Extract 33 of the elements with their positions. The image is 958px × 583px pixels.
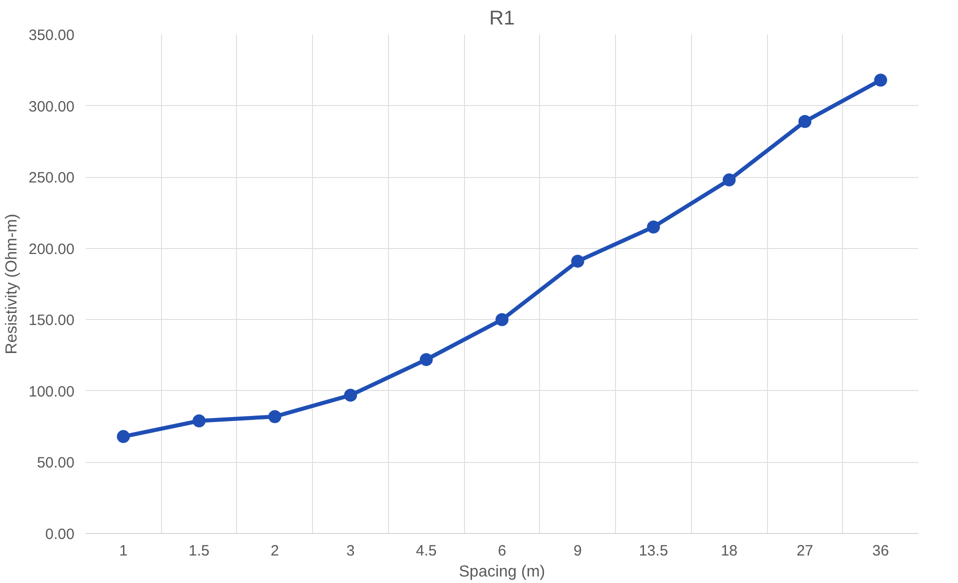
x-tick-label: 1.5 — [188, 542, 210, 560]
point — [571, 254, 584, 268]
x-tick-label: 4.5 — [416, 542, 437, 560]
point — [192, 414, 206, 428]
x-tick-label: 27 — [796, 542, 814, 560]
point — [496, 313, 508, 326]
y-tick-label: 300.00 — [28, 98, 75, 116]
point — [420, 353, 433, 366]
y-tick-label: 350.00 — [28, 27, 75, 44]
x-tick-label: 3 — [346, 542, 355, 560]
x-axis-title: Spacing (m) — [458, 564, 546, 580]
x-tick-label: 2 — [270, 542, 279, 560]
x-tick-label: 1 — [119, 542, 128, 560]
y-tick-label: 200.00 — [28, 240, 75, 258]
x-tick-label: 6 — [498, 542, 506, 560]
chart-title: R1 — [489, 8, 515, 30]
x-tick-label: 18 — [720, 542, 738, 560]
point — [344, 388, 358, 402]
y-tick-label: 50.00 — [36, 454, 75, 472]
point — [722, 173, 736, 186]
y-tick-label: 0.00 — [45, 526, 75, 543]
y-tick-label: 150.00 — [28, 312, 75, 330]
point — [798, 114, 812, 128]
y-tick-label: 250.00 — [28, 170, 75, 187]
y-tick-label: 100.00 — [28, 383, 75, 400]
y-axis-title: Resistivity (Ohm-m) — [4, 214, 21, 354]
x-tick-label: 13.5 — [638, 542, 668, 560]
point — [116, 430, 130, 444]
point — [268, 410, 282, 424]
point — [646, 220, 660, 234]
x-tick-label: 9 — [574, 542, 582, 560]
point — [874, 74, 888, 87]
x-tick-label: 36 — [872, 542, 889, 560]
